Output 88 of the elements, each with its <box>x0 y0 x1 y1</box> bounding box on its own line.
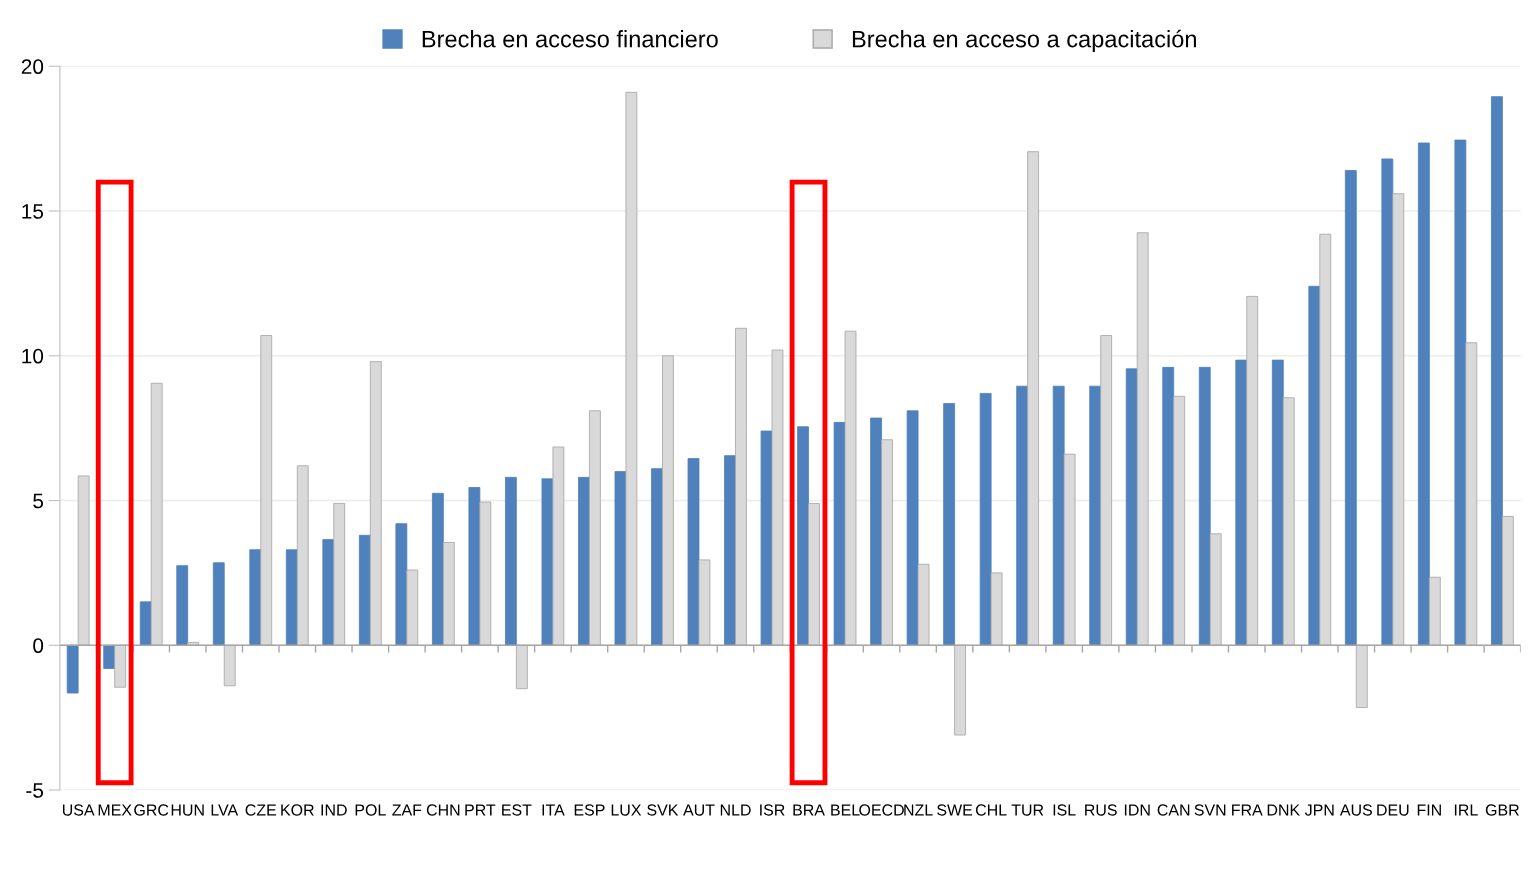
bar <box>687 458 700 646</box>
x-tick-label: IDN <box>1124 804 1150 816</box>
x-tick-label: LUX <box>611 804 642 816</box>
bar <box>1162 366 1175 646</box>
bar <box>651 468 663 646</box>
x-tick-label: BEL <box>831 804 860 816</box>
bar <box>285 549 298 646</box>
bar <box>1454 139 1467 646</box>
x-tick-label: PRT <box>465 804 496 816</box>
x-tick-label: DEU <box>1377 804 1409 816</box>
bar <box>979 392 992 646</box>
x-tick-label: GRC <box>134 804 169 816</box>
legend-label: Brecha en acceso a capacitación <box>852 29 1196 53</box>
x-tick-label: JPN <box>1304 804 1334 816</box>
x-tick-label: ESP <box>574 804 605 816</box>
bar <box>578 476 590 646</box>
x-tick-label: LVA <box>211 804 239 816</box>
x-tick-label: BRA <box>793 804 825 816</box>
x-tick-label: DNK <box>1267 804 1300 816</box>
y-tick-label: -5 <box>26 783 44 798</box>
x-tick-label: CHN <box>426 804 460 816</box>
x-tick-label: AUS <box>1339 804 1372 816</box>
x-tick-label: ZAF <box>392 804 422 816</box>
x-tick-label: OECD <box>859 804 904 816</box>
y-tick-label: 20 <box>21 59 44 75</box>
bar <box>1417 142 1430 646</box>
bar <box>322 539 335 646</box>
y-tick-label: 0 <box>33 638 44 654</box>
x-tick-label: HUN <box>171 804 204 816</box>
bar <box>103 644 116 669</box>
bar <box>614 471 627 646</box>
bar <box>139 601 152 646</box>
x-tick-label: KOR <box>281 804 314 816</box>
x-tick-label: TUR <box>1011 804 1044 816</box>
bar <box>212 562 225 646</box>
x-tick-label: RUS <box>1085 804 1117 816</box>
bar <box>1016 385 1029 646</box>
x-tick-label: CHL <box>975 804 1007 816</box>
bar <box>906 410 919 646</box>
bar <box>1235 359 1248 646</box>
x-tick-label: USA <box>62 804 95 816</box>
bar <box>1271 359 1284 646</box>
bar <box>724 455 736 646</box>
x-tick-label: AUT <box>683 804 715 816</box>
bar <box>833 421 846 646</box>
bar <box>760 430 773 646</box>
bar <box>1308 285 1321 646</box>
x-tick-label: NZL <box>904 804 933 816</box>
legend-label: Brecha en acceso financiero <box>422 30 718 48</box>
bar <box>943 403 956 646</box>
bar <box>249 549 262 646</box>
x-tick-label: ISR <box>760 804 785 816</box>
bar <box>1491 96 1503 646</box>
bar <box>395 523 408 646</box>
x-tick-label: CAN <box>1157 804 1190 816</box>
bar <box>468 487 481 646</box>
x-tick-label: EST <box>502 804 532 816</box>
x-tick-label: ITA <box>542 804 565 816</box>
x-tick-label: IRL <box>1454 804 1478 816</box>
bar <box>1381 158 1394 646</box>
bar <box>1198 366 1211 646</box>
x-tick-label: IND <box>321 804 347 816</box>
x-tick-label: MEX <box>98 804 132 816</box>
bar <box>176 565 189 646</box>
bar <box>505 476 517 646</box>
y-tick-label: 10 <box>22 348 44 364</box>
x-tick-label: FRA <box>1232 804 1263 816</box>
bar <box>797 426 809 646</box>
bar <box>358 534 371 646</box>
x-tick-label: SVK <box>647 804 679 816</box>
y-tick-label: 5 <box>33 493 44 509</box>
bar <box>870 417 882 646</box>
x-tick-label: SWE <box>937 804 973 816</box>
bar <box>1052 385 1065 646</box>
bar <box>541 478 554 646</box>
bar <box>431 492 444 646</box>
x-tick-label: GBR <box>1485 804 1519 816</box>
x-tick-label: ISL <box>1053 804 1076 816</box>
bar <box>1125 368 1138 646</box>
x-tick-label: NLD <box>720 804 751 816</box>
x-tick-label: FIN <box>1417 804 1441 816</box>
y-tick-label: 15 <box>22 204 44 219</box>
x-tick-label: CZE <box>245 804 277 816</box>
x-tick-label: POL <box>355 804 386 816</box>
x-tick-label: SVN <box>1194 804 1226 816</box>
bar <box>1089 385 1102 646</box>
bar <box>1344 170 1357 646</box>
bar <box>66 644 79 694</box>
